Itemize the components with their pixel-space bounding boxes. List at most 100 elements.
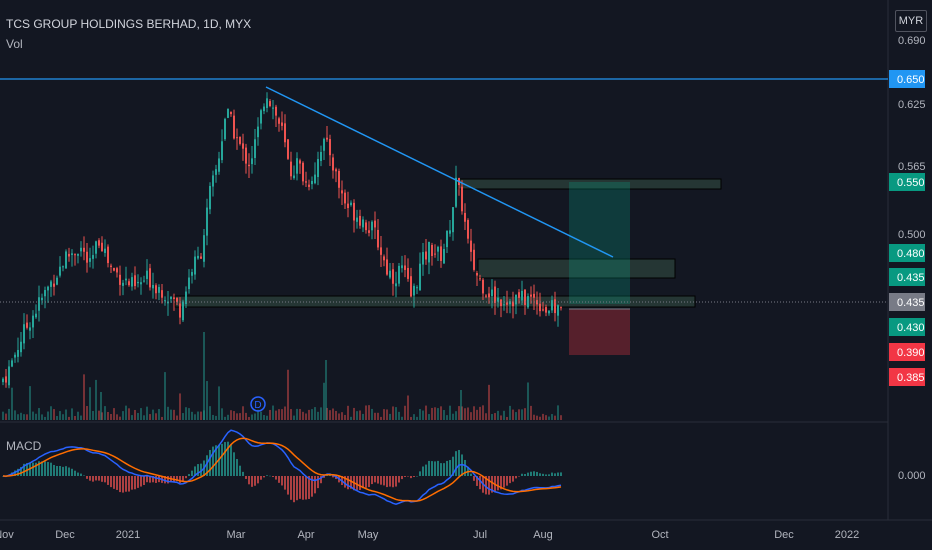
volume-bar	[29, 386, 31, 420]
volume-bar	[134, 409, 136, 420]
macd-histogram-bar	[284, 476, 286, 490]
candle	[533, 293, 535, 298]
volume-bar	[503, 410, 505, 420]
volume-bar	[62, 414, 64, 420]
x-tick-label: Apr	[297, 529, 314, 541]
volume-bar	[44, 416, 46, 420]
macd-histogram-bar	[53, 464, 55, 476]
volume-bar	[50, 406, 52, 420]
price-tag	[889, 318, 925, 336]
macd-histogram-bar	[155, 476, 157, 483]
volume-bar	[266, 415, 268, 420]
candle	[380, 247, 382, 255]
volume-bar	[152, 409, 154, 420]
macd-histogram-bar	[23, 463, 25, 476]
price-tag-label: 0.480	[897, 248, 925, 260]
candle	[509, 301, 511, 305]
candle	[173, 297, 175, 299]
volume-bar	[248, 416, 250, 420]
candle	[272, 107, 274, 109]
candle	[434, 253, 436, 255]
macd-histogram-bar	[476, 476, 478, 486]
macd-histogram-bar	[485, 476, 487, 495]
candle	[410, 276, 412, 297]
macd-histogram-bar	[287, 476, 289, 495]
candle	[47, 286, 49, 291]
candle	[116, 268, 118, 273]
macd-histogram-bar	[356, 476, 358, 490]
volume-bar	[500, 415, 502, 420]
volume-bar	[71, 408, 73, 420]
macd-histogram-bar	[167, 476, 169, 484]
candle	[68, 253, 70, 257]
stop-box	[569, 309, 630, 355]
macd-histogram-bar	[509, 476, 511, 484]
price-tag-label: 0.390	[897, 347, 925, 359]
price-tag	[889, 173, 925, 191]
candle	[257, 126, 259, 138]
macd-histogram-bar	[473, 476, 475, 481]
macd-histogram-bar	[230, 444, 232, 476]
macd-histogram-bar	[257, 476, 259, 484]
candle	[392, 269, 394, 284]
volume-bar	[518, 409, 520, 420]
candle	[251, 158, 253, 165]
candle	[443, 248, 445, 264]
candle	[107, 246, 109, 264]
macd-histogram-bar	[242, 471, 244, 476]
candle	[59, 266, 61, 276]
chart-title: TCS GROUP HOLDINGS BERHAD, 1D, MYX	[6, 17, 252, 31]
currency-button[interactable]: MYR	[895, 10, 927, 32]
volume-bar	[32, 411, 34, 420]
volume-bar	[305, 413, 307, 420]
volume-bar	[479, 406, 481, 420]
volume-bar	[257, 409, 259, 420]
macd-histogram-bar	[41, 461, 43, 476]
volume-bar	[398, 411, 400, 420]
macd-histogram-bar	[404, 476, 406, 477]
volume-bar	[524, 408, 526, 420]
price-tag	[889, 343, 925, 361]
macd-histogram-bar	[560, 472, 562, 476]
volume-bar	[476, 409, 478, 420]
price-tag-label: 0.435	[897, 297, 925, 309]
macd-histogram-bar	[479, 476, 481, 490]
candle	[440, 246, 442, 261]
volume-bar	[65, 409, 67, 420]
candle	[302, 162, 304, 182]
price-tag-label: 0.435	[897, 272, 925, 284]
candle	[206, 207, 208, 236]
candle	[377, 229, 379, 248]
candle	[416, 287, 418, 289]
candle	[77, 253, 79, 256]
x-tick-label: 2022	[835, 529, 859, 541]
macd-histogram-bar	[134, 476, 136, 490]
macd-histogram-bar	[272, 476, 274, 478]
volume-bar	[116, 414, 118, 420]
candle	[278, 118, 280, 124]
candle	[119, 274, 121, 285]
macd-histogram-bar	[530, 471, 532, 476]
price-axis[interactable]: 0.690 0.625 0.565 0.500 0.435 0.000 0.650 0.550…	[889, 35, 926, 482]
candle	[188, 277, 190, 290]
y-tick-label: 0.625	[898, 99, 926, 111]
volume-bar	[182, 413, 184, 420]
candle	[311, 180, 313, 185]
x-tick-label: Dec	[774, 529, 794, 541]
macd-histogram-bar	[398, 476, 400, 483]
volume-bar	[170, 409, 172, 420]
macd-histogram-bar	[521, 473, 523, 476]
macd-histogram-bar	[446, 460, 448, 476]
candle	[209, 186, 211, 210]
candle	[197, 255, 199, 259]
grid	[0, 0, 932, 521]
macd-histogram-bar	[275, 476, 277, 480]
candle	[56, 277, 58, 285]
macd-histogram-bar	[302, 476, 304, 500]
x-tick-label: Dec	[55, 529, 75, 541]
volume-bar	[149, 414, 151, 420]
macd-histogram-bar	[254, 476, 256, 486]
macd-histogram-bar	[95, 476, 97, 481]
time-axis[interactable]: Nov Dec 2021 Mar Apr May Jul Aug Oct Dec 2022	[0, 529, 859, 541]
